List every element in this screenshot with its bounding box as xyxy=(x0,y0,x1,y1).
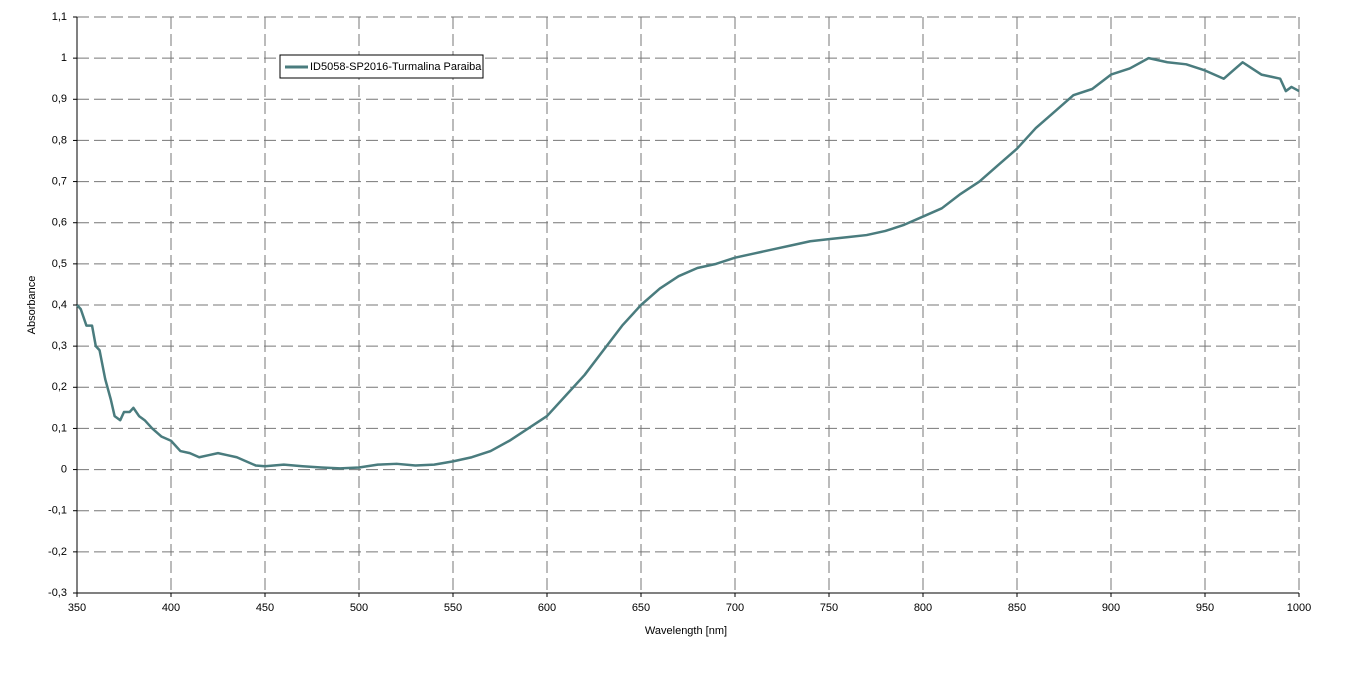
y-tick-label: 0 xyxy=(61,463,67,475)
y-tick-label: -0,3 xyxy=(48,587,67,599)
legend-box xyxy=(279,54,484,79)
x-tick-label: 950 xyxy=(1196,602,1214,614)
x-tick-label: 900 xyxy=(1102,602,1120,614)
y-tick-label: 1 xyxy=(61,52,67,64)
data-line xyxy=(76,56,1300,470)
y-tick-label: 0,4 xyxy=(52,299,67,311)
y-tick-label: 0,5 xyxy=(52,258,67,270)
y-tick-label: 0,3 xyxy=(52,340,67,352)
y-tick-label: -0,1 xyxy=(48,505,67,517)
x-axis-label: Wavelength [nm] xyxy=(645,625,727,637)
y-tick-label: -0,2 xyxy=(48,546,67,558)
x-tick-label: 1000 xyxy=(1287,602,1311,614)
x-tick-label: 400 xyxy=(162,602,180,614)
x-tick-label: 450 xyxy=(256,602,274,614)
x-tick-label: 350 xyxy=(68,602,86,614)
x-tick-label: 750 xyxy=(820,602,838,614)
legend-label: ID5058-SP2016-Turmalina Paraiba xyxy=(310,61,482,73)
y-tick-label: 1,1 xyxy=(52,11,67,23)
y-tick-label: 0,2 xyxy=(52,381,67,393)
y-tick-label: 0,8 xyxy=(52,134,67,146)
x-tick-label: 650 xyxy=(632,602,650,614)
legend: ID5058-SP2016-Turmalina Paraiba xyxy=(279,54,484,79)
x-tick-label: 850 xyxy=(1008,602,1026,614)
x-tick-label: 500 xyxy=(350,602,368,614)
x-tick-label: 600 xyxy=(538,602,556,614)
y-axis-label: Absorbance xyxy=(26,276,38,335)
x-tick-label: 550 xyxy=(444,602,462,614)
y-tick-label: 0,6 xyxy=(52,217,67,229)
y-tick-label: 0,7 xyxy=(52,175,67,187)
y-tick-label: 0,9 xyxy=(52,93,67,105)
x-tick-label: 800 xyxy=(914,602,932,614)
x-tick-label: 700 xyxy=(726,602,744,614)
y-tick-label: 0,1 xyxy=(52,422,67,434)
